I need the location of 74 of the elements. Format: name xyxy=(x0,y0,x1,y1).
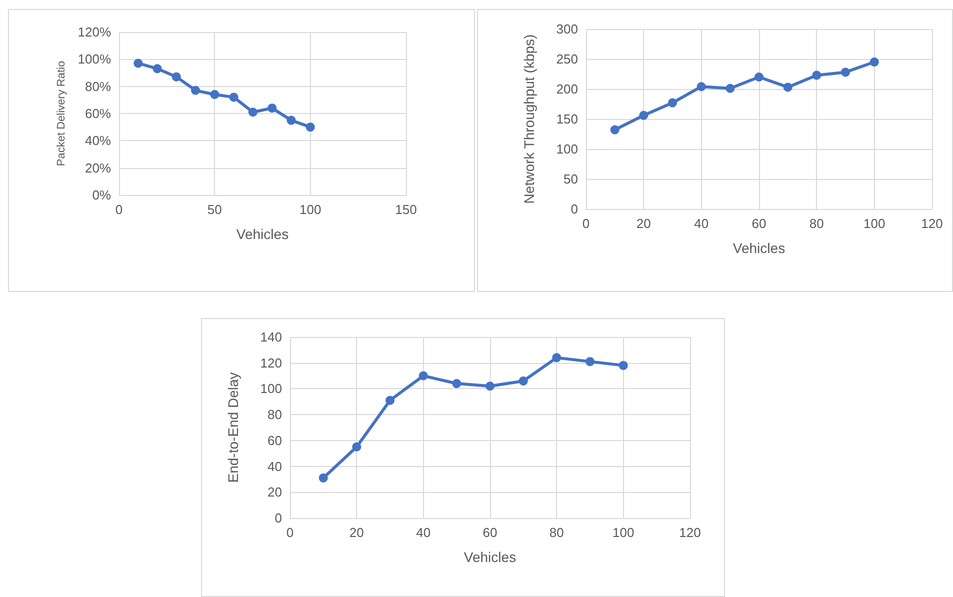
y-tick-label: 50 xyxy=(564,172,578,186)
point xyxy=(452,379,462,388)
y-tick-label: 140 xyxy=(260,330,282,344)
y-tick-label: 100 xyxy=(260,381,282,396)
y-tick-label: 60 xyxy=(268,432,282,448)
x-tick-label: 150 xyxy=(395,202,417,217)
point xyxy=(210,90,220,99)
y-tick-label: 40% xyxy=(84,133,112,148)
x-tick-label: 100 xyxy=(612,525,634,540)
point xyxy=(152,64,162,74)
x-tick-label: 0 xyxy=(286,525,294,540)
x-tick-label: 50 xyxy=(207,202,222,217)
y-tick-label: 250 xyxy=(556,52,578,66)
point xyxy=(172,72,181,82)
x-tick-label: 120 xyxy=(679,525,701,540)
y-tick-label: 80 xyxy=(268,407,282,422)
y-tick-label: 0% xyxy=(92,188,112,202)
x-tick-label: 40 xyxy=(416,525,431,540)
y-tick-label: 120% xyxy=(78,24,112,40)
point xyxy=(386,396,394,405)
point xyxy=(306,122,315,132)
y-axis-title: Packet Delivery Ratio xyxy=(55,60,68,166)
point xyxy=(586,357,594,366)
x-tick-label: 60 xyxy=(752,216,766,231)
x-tick-label: 20 xyxy=(636,216,651,231)
point xyxy=(134,58,143,68)
point xyxy=(812,70,822,80)
y-tick-label: 100% xyxy=(78,52,112,67)
x-tick-label: 0 xyxy=(582,216,590,231)
y-tick-label: 100 xyxy=(556,142,578,156)
y-tick-label: 20 xyxy=(268,484,282,500)
y-axis-title: End-to-End Delay xyxy=(225,372,241,483)
y-tick-label: 80% xyxy=(84,78,112,94)
x-axis-title: Vehicles xyxy=(464,549,516,565)
x-tick-label: 100 xyxy=(863,216,886,231)
x-tick-label: 80 xyxy=(809,216,824,231)
y-tick-label: 60% xyxy=(84,106,112,121)
point xyxy=(610,125,620,134)
point xyxy=(726,84,735,93)
point xyxy=(696,82,706,92)
y-tick-label: 120 xyxy=(260,355,282,370)
point xyxy=(870,58,879,66)
point xyxy=(318,473,328,482)
point xyxy=(418,371,428,380)
point xyxy=(486,382,494,391)
x-axis-title: Vehicles xyxy=(732,240,786,256)
point xyxy=(268,104,277,113)
y-tick-label: 0 xyxy=(274,510,282,526)
point xyxy=(841,68,850,77)
point xyxy=(783,82,792,92)
y-tick-label: 300 xyxy=(556,22,578,36)
x-tick-label: 120 xyxy=(921,216,943,231)
point xyxy=(518,376,528,386)
x-tick-label: 60 xyxy=(482,525,498,540)
y-axis-title: Network Throughput (kbps) xyxy=(521,34,537,204)
y-tick-label: 20% xyxy=(84,160,112,176)
y-tick-label: 150 xyxy=(556,112,578,126)
y-tick-label: 200 xyxy=(556,82,578,96)
point xyxy=(286,116,296,125)
x-axis-title: Vehicles xyxy=(236,226,289,242)
point xyxy=(552,353,562,362)
x-tick-label: 100 xyxy=(299,202,322,217)
point xyxy=(668,98,677,108)
point xyxy=(754,72,764,82)
x-tick-label: 20 xyxy=(349,525,364,540)
x-tick-label: 0 xyxy=(115,202,123,217)
point xyxy=(248,108,258,117)
point xyxy=(191,86,200,95)
point xyxy=(639,110,648,120)
point xyxy=(618,360,628,370)
y-tick-label: 40 xyxy=(268,458,282,474)
x-tick-label: 40 xyxy=(694,216,709,231)
point xyxy=(352,442,362,452)
point xyxy=(229,92,238,102)
